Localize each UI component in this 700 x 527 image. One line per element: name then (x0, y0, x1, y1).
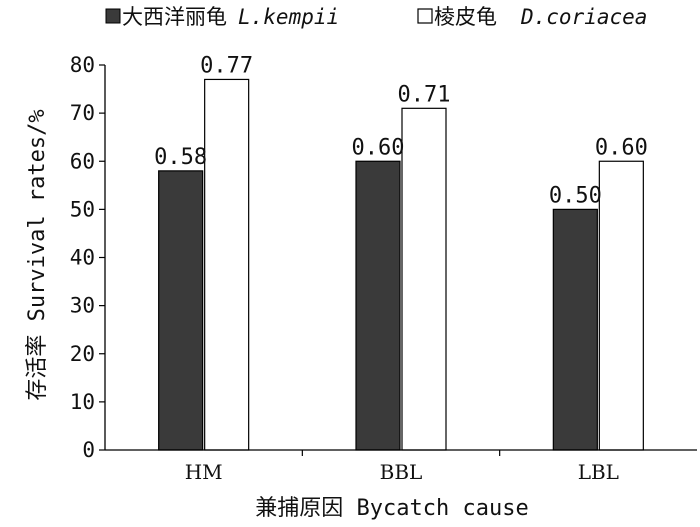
legend-label-series-2-cn: 棱皮龟 (434, 5, 497, 29)
x-axis-tick-labels: HM BBL LBL (185, 450, 619, 484)
y-tick-label: 80 (70, 53, 95, 77)
y-tick-label: 70 (70, 101, 95, 125)
y-tick-label: 10 (70, 390, 95, 414)
data-label-series-2: 0.77 (200, 53, 253, 78)
bar-series-1 (355, 160, 401, 451)
data-label-series-2: 0.71 (398, 82, 451, 107)
data-label-series-1: 0.50 (549, 183, 602, 208)
legend-label-series-2-latin: D.coriacea (520, 5, 647, 29)
y-axis-title: 存活率 Survival rates/% (25, 109, 50, 400)
legend: 大西洋丽龟 L.kempii 棱皮龟 D.coriacea (105, 5, 647, 29)
legend-label-series-1-cn: 大西洋丽龟 (122, 5, 227, 29)
bar-series-2 (401, 107, 447, 451)
bar-series-2 (204, 78, 250, 451)
x-axis-title: 兼捕原因 Bycatch cause (255, 496, 528, 521)
x-tick-label: LBL (578, 460, 619, 484)
x-tick-label: BBL (380, 460, 423, 484)
bar-series-2 (598, 160, 644, 451)
y-tick-label: 0 (82, 438, 95, 462)
data-labels: 0.58 0.77 0.60 0.71 0.50 0.60 (154, 53, 648, 208)
y-tick-label: 40 (70, 246, 95, 270)
data-label-series-2: 0.60 (595, 135, 648, 160)
bar-series-1 (552, 208, 598, 451)
y-tick-label: 60 (70, 149, 95, 173)
legend-label-series-1-latin: L.kempii (238, 5, 339, 29)
x-tick-label: HM (185, 460, 223, 484)
y-tick-label: 50 (70, 197, 95, 221)
y-axis-ticks: 0 10 20 30 40 50 60 70 80 (70, 53, 105, 462)
legend-swatch-series-2 (417, 8, 433, 24)
bar-series-1 (158, 170, 204, 451)
data-label-series-1: 0.58 (154, 145, 207, 170)
bars (158, 78, 644, 451)
y-tick-label: 20 (70, 342, 95, 366)
y-tick-label: 30 (70, 294, 95, 318)
legend-swatch-series-1 (105, 8, 121, 24)
data-label-series-1: 0.60 (352, 135, 405, 160)
